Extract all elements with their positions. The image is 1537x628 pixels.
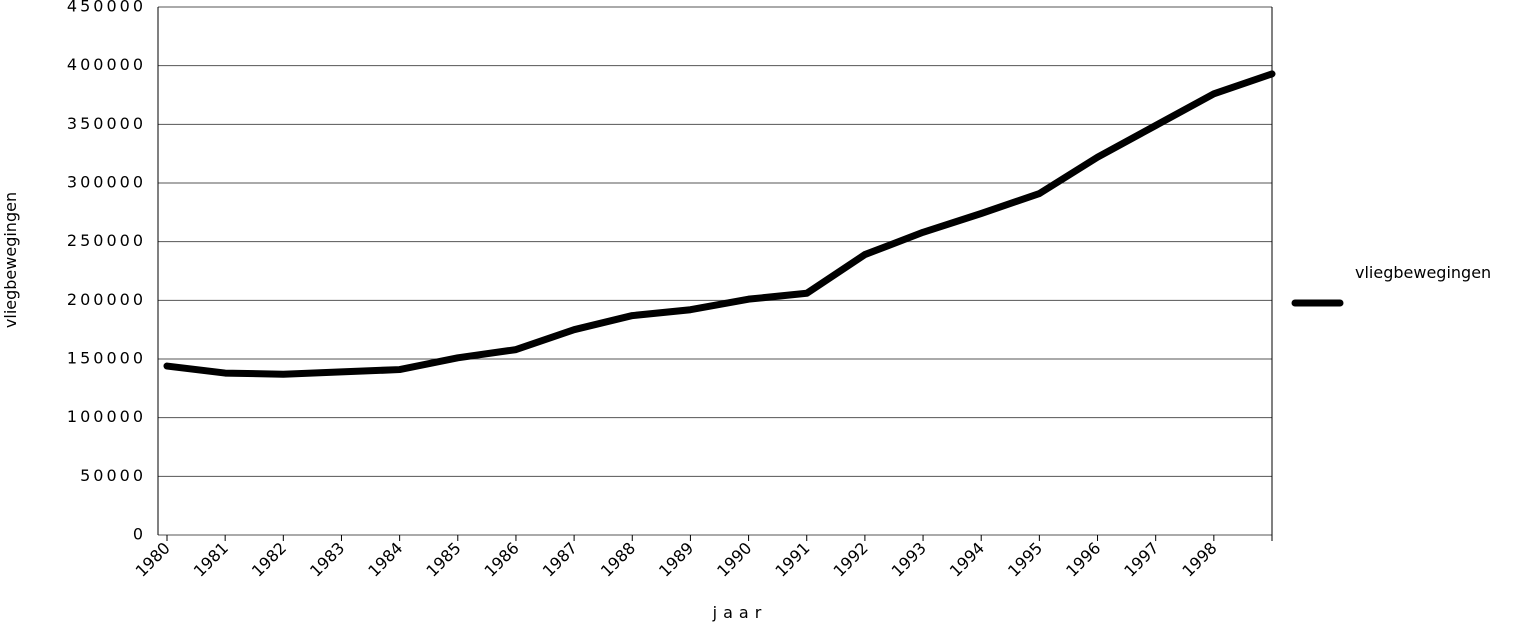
y-tick-label: 150000 — [67, 349, 146, 368]
x-tick-label: 1993 — [888, 538, 930, 580]
y-tick-label: 200000 — [67, 290, 146, 309]
x-tick-label: 1995 — [1004, 538, 1046, 580]
data-line — [163, 70, 1276, 378]
x-tick-label: 1982 — [248, 538, 290, 580]
x-tick-label: 1992 — [829, 538, 871, 580]
x-tick-label: 1987 — [539, 538, 581, 580]
x-tick-label: 1981 — [190, 538, 232, 580]
y-tick-label: 250000 — [67, 231, 146, 250]
y-tick-label: 0 — [133, 525, 146, 544]
y-tick-label: 100000 — [67, 407, 146, 426]
y-tick-label: 400000 — [67, 55, 146, 74]
x-tick-label: 1994 — [946, 538, 988, 580]
y-tick-label: 450000 — [67, 0, 146, 16]
x-tick-label: 1990 — [713, 538, 755, 580]
y-tick-label: 300000 — [67, 173, 146, 192]
legend-label: vliegbewegingen — [1355, 263, 1491, 282]
x-tick-label: 1983 — [306, 538, 348, 580]
x-axis-label: jaar — [712, 603, 768, 622]
x-tick-label: 1984 — [364, 538, 406, 580]
x-tick-label: 1991 — [771, 538, 813, 580]
y-tick-label: 50000 — [80, 466, 146, 485]
x-tick-label: 1989 — [655, 538, 697, 580]
y-tick-label: 350000 — [67, 114, 146, 133]
x-tick-label: 1980 — [132, 538, 174, 580]
x-tick-label: 1996 — [1062, 538, 1104, 580]
x-tick-label: 1986 — [481, 538, 523, 580]
y-axis-label: vliegbewegingen — [1, 192, 20, 328]
x-tick-label: 1988 — [597, 538, 639, 580]
x-tick-label: 1997 — [1120, 538, 1162, 580]
x-tick-label: 1985 — [422, 538, 464, 580]
x-tick-label: 1998 — [1178, 538, 1220, 580]
